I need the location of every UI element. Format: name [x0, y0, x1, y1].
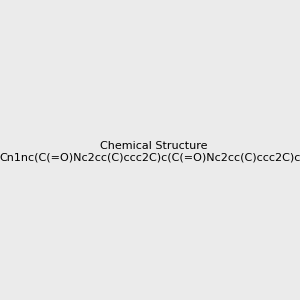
Text: Chemical Structure
Cn1nc(C(=O)Nc2cc(C)ccc2C)c(C(=O)Nc2cc(C)ccc2C)c1: Chemical Structure Cn1nc(C(=O)Nc2cc(C)cc…: [0, 141, 300, 162]
